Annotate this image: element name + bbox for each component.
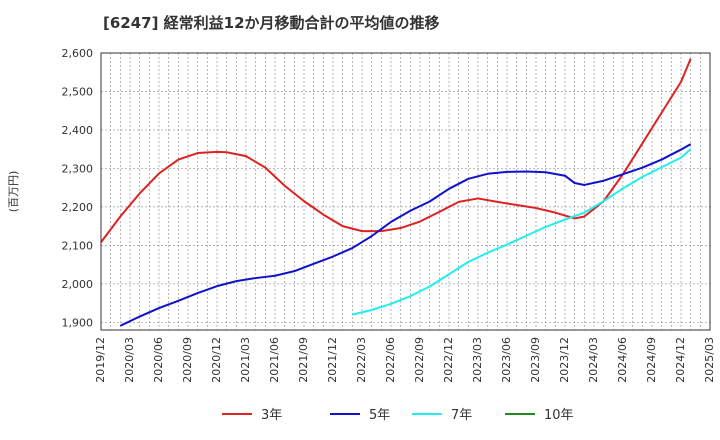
y-axis-ticks: 1,900 2,000 2,100 2,200 2,300 2,400 2,500 2,600 [62, 47, 94, 329]
x-tick-label: 2025/03 [703, 337, 716, 383]
x-tick-label: 2021/12 [326, 337, 339, 383]
y-tick-label: 2,200 [62, 201, 94, 214]
x-tick-label: 2021/06 [268, 337, 281, 383]
series-line [100, 58, 692, 243]
x-tick-label: 2024/09 [645, 337, 658, 383]
legend-label: 7年 [451, 408, 472, 423]
y-tick-label: 2,300 [62, 162, 94, 175]
x-tick-label: 2020/06 [152, 337, 165, 383]
x-tick-label: 2020/09 [181, 337, 194, 383]
legend-label: 10年 [544, 408, 574, 423]
series-line [119, 143, 692, 327]
x-tick-label: 2022/06 [384, 337, 397, 383]
y-tick-label: 2,600 [62, 47, 94, 60]
y-tick-label: 2,100 [62, 239, 94, 252]
x-tick-label: 2020/12 [210, 337, 223, 383]
legend-label: 3年 [261, 408, 282, 423]
x-tick-label: 2020/03 [123, 337, 136, 383]
legend: 3年 5年 7年 10年 [222, 408, 574, 423]
x-tick-label: 2023/03 [471, 337, 484, 383]
y-axis-label: (百万円) [7, 171, 20, 213]
x-tick-label: 2024/03 [587, 337, 600, 383]
x-tick-label: 2019/12 [94, 337, 107, 383]
y-tick-label: 2,000 [62, 278, 94, 291]
x-tick-label: 2022/03 [355, 337, 368, 383]
x-tick-label: 2023/09 [529, 337, 542, 383]
x-tick-label: 2024/12 [674, 337, 687, 383]
x-tick-label: 2021/03 [239, 337, 252, 383]
series-line [352, 148, 692, 316]
y-tick-label: 1,900 [62, 316, 94, 329]
x-tick-label: 2022/09 [413, 337, 426, 383]
plot-frame [100, 52, 711, 331]
y-tick-label: 2,400 [62, 124, 94, 137]
x-axis-ticks: 2019/12 2020/03 2020/06 2020/09 2020/12 2021/… [94, 337, 716, 383]
x-tick-label: 2024/06 [616, 337, 629, 383]
x-tick-label: 2023/06 [500, 337, 513, 383]
legend-label: 5年 [369, 408, 390, 423]
x-tick-label: 2022/12 [442, 337, 455, 383]
series-lines [100, 58, 692, 327]
x-tick-label: 2021/09 [297, 337, 310, 383]
y-tick-label: 2,500 [62, 85, 94, 98]
chart-title: [6247] 経常利益12か月移動合計の平均値の推移 [103, 14, 440, 32]
x-tick-label: 2023/12 [558, 337, 571, 383]
